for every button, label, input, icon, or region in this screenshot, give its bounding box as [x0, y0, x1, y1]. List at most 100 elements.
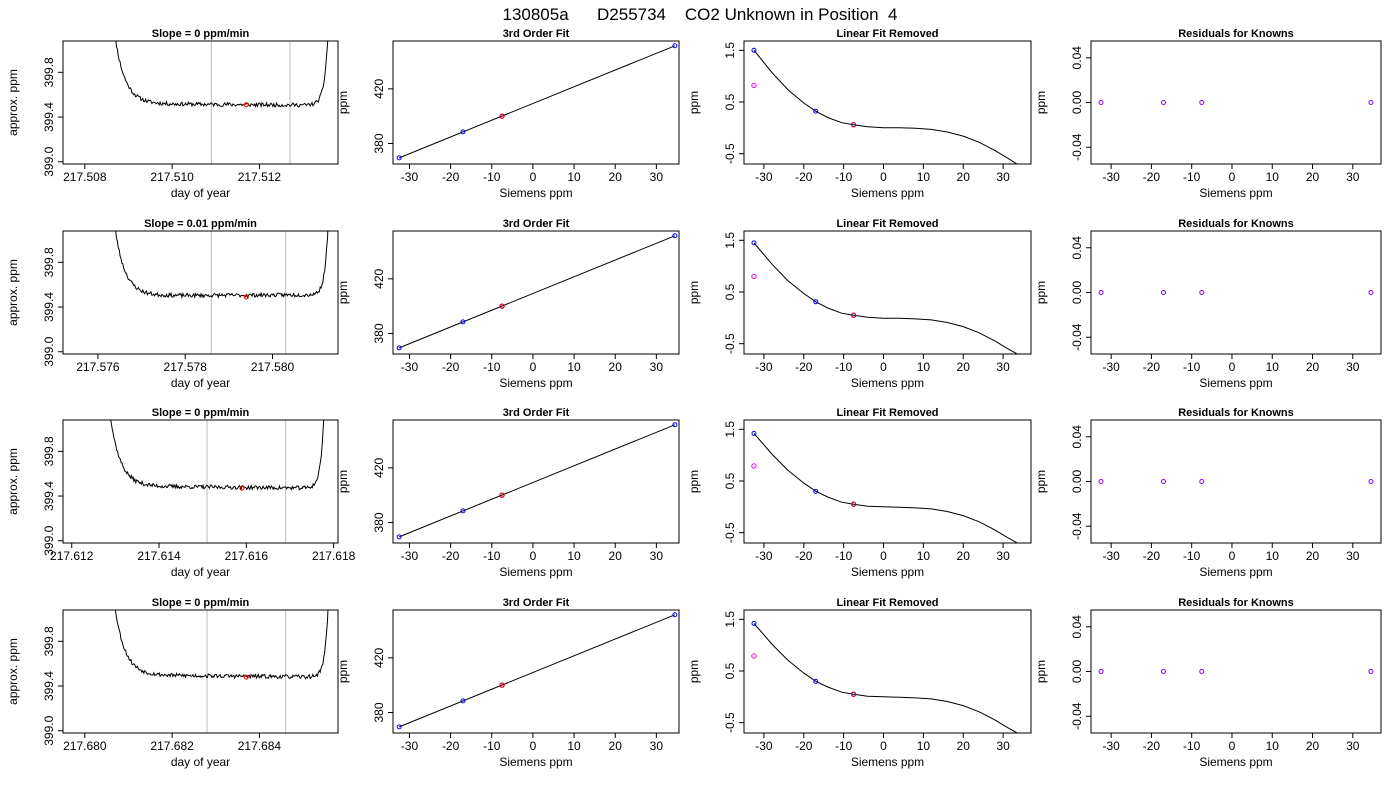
plot-area: [115, 231, 329, 354]
unknown-point: [751, 273, 757, 280]
known-point: [1199, 290, 1205, 295]
known-point: [751, 240, 757, 246]
known-point: [1161, 100, 1166, 105]
x-tick-label: -10: [1183, 360, 1201, 374]
y-tick-label: 1.5: [723, 611, 737, 628]
y-tick-label: -0.5: [723, 712, 737, 733]
panel-r4-c1: Slope = 0 ppm/min day of year approx. ppm 2…: [6, 597, 339, 769]
x-tick-label: 0: [880, 360, 887, 374]
plot-frame: [62, 609, 339, 734]
panel-grid: Slope = 0 ppm/min day of year approx. ppm 2…: [6, 28, 1382, 769]
y-tick-label: 380: [372, 702, 386, 722]
x-tick-label: 217.680: [63, 739, 107, 753]
panel-r3-c1: Slope = 0 ppm/min day of year approx. ppm 2…: [6, 407, 356, 579]
unknown-point: [850, 312, 857, 318]
plot-frame: [743, 230, 1032, 355]
known-point: [1098, 669, 1104, 674]
x-tick-label: -30: [401, 170, 419, 184]
x-tick-label: -30: [1102, 739, 1120, 753]
y-tick-label: -0.5: [723, 522, 737, 543]
plot-area: [110, 420, 325, 543]
plot-area: [396, 43, 678, 161]
x-tick-label: 10: [1266, 549, 1280, 563]
y-tick-label: -0.5: [723, 333, 737, 354]
x-tick-label: -30: [1102, 360, 1120, 374]
x-tick-label: 0: [1229, 170, 1236, 184]
x-tick-label: 30: [1346, 170, 1360, 184]
known-point: [1098, 479, 1104, 484]
panel-r2-c4: Residuals for Knowns Siemens ppm ppm -30 -20…: [1034, 218, 1382, 390]
plot-area: [1098, 100, 1374, 105]
y-tick-label: 0.00: [1070, 280, 1084, 304]
cubic-residual-curve: [753, 49, 1018, 164]
x-tick-label: 30: [1346, 549, 1360, 563]
plot-area: [115, 41, 329, 164]
unknown-point: [751, 463, 757, 469]
known-point: [1199, 479, 1205, 484]
panel-r3-c2: 3rd Order Fit Siemens ppm ppm -30 -20 -10 0 10 2…: [336, 407, 680, 579]
x-tick-label: 10: [917, 549, 931, 563]
y-tick-label: 380: [372, 133, 386, 153]
x-tick-label: 217.578: [164, 360, 208, 374]
x-tick-label: -10: [1183, 739, 1201, 753]
x-tick-label: -20: [1143, 739, 1161, 753]
x-tick-label: 30: [650, 739, 664, 753]
y-axis-label: ppm: [336, 470, 350, 493]
y-axis-label: ppm: [1034, 660, 1048, 683]
x-tick-label: 10: [1266, 360, 1280, 374]
y-tick-label: -0.5: [723, 143, 737, 164]
known-point: [813, 108, 819, 114]
y-tick-label: 399.4: [42, 481, 56, 511]
x-tick-label: 217.576: [76, 360, 120, 374]
known-point: [1019, 732, 1023, 733]
unknown-point: [499, 303, 505, 309]
x-axis-label: Siemens ppm: [499, 565, 572, 579]
y-tick-label: 420: [372, 648, 386, 668]
x-tick-label: 30: [650, 549, 664, 563]
unknown-mean-marker: [239, 485, 245, 491]
panel-title: Linear Fit Removed: [836, 407, 938, 419]
x-axis-label: day of year: [171, 565, 230, 579]
known-point: [1019, 353, 1023, 354]
x-tick-label: 217.684: [238, 739, 282, 753]
x-tick-label: 10: [917, 170, 931, 184]
fit-line: [398, 614, 676, 728]
x-tick-label: 10: [567, 549, 581, 563]
y-tick-label: 399.8: [42, 57, 56, 87]
x-tick-label: -10: [1183, 170, 1201, 184]
plot-frame: [743, 40, 1032, 165]
cubic-residual-curve: [753, 242, 1019, 354]
x-tick-label: 217.580: [251, 360, 295, 374]
x-axis-label: Siemens ppm: [1199, 755, 1272, 769]
x-axis-label: Siemens ppm: [1199, 376, 1272, 390]
known-point: [1098, 100, 1104, 105]
known-point: [813, 678, 819, 684]
known-point: [672, 422, 678, 428]
x-tick-label: 0: [530, 739, 537, 753]
known-point: [813, 299, 819, 305]
x-tick-label: 20: [1306, 170, 1320, 184]
x-axis-label: Siemens ppm: [851, 565, 924, 579]
x-tick-label: -30: [1102, 549, 1120, 563]
y-tick-label: 399.0: [42, 336, 56, 366]
fit-line: [398, 45, 676, 159]
x-tick-label: -20: [795, 739, 813, 753]
y-tick-label: 399.0: [42, 146, 56, 176]
plot-area: [396, 612, 678, 730]
y-tick-label: 0.00: [1070, 659, 1084, 683]
x-axis-label: day of year: [171, 186, 230, 200]
x-tick-label: -30: [401, 360, 419, 374]
x-axis-label: Siemens ppm: [499, 186, 572, 200]
plot-area: [1098, 290, 1374, 295]
unknown-point: [850, 501, 857, 507]
panel-r3-c4: Residuals for Knowns Siemens ppm ppm -30 -20…: [1034, 407, 1382, 579]
y-axis-label: approx. ppm: [6, 259, 20, 326]
plot-area: [751, 430, 1023, 543]
x-axis-label: Siemens ppm: [1199, 565, 1272, 579]
y-axis-label: ppm: [687, 660, 701, 683]
x-tick-label: -30: [401, 739, 419, 753]
panel-title: Linear Fit Removed: [836, 218, 938, 230]
x-tick-label: 20: [1306, 739, 1320, 753]
panel-title: 3rd Order Fit: [503, 218, 570, 230]
